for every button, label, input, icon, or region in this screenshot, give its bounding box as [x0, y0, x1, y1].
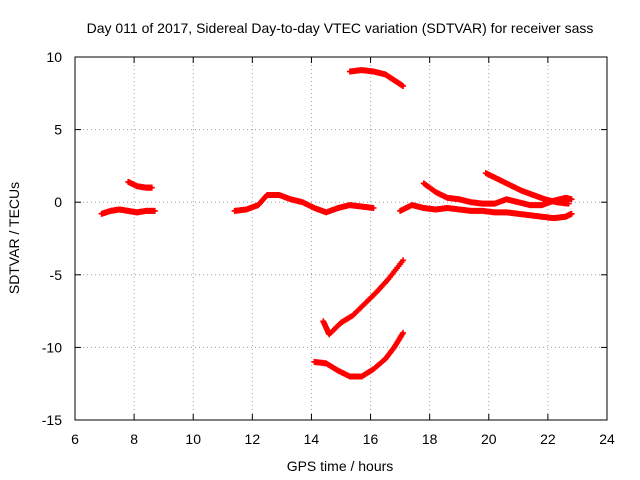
series-arc-14.1-17.1-low	[311, 329, 407, 380]
data-points	[98, 67, 575, 380]
x-tick-label: 10	[185, 431, 201, 447]
grid-lines	[75, 57, 607, 420]
series-arc-19.9-22.8-c	[482, 170, 572, 207]
y-tick-label: 5	[54, 122, 62, 138]
y-axis-label: SDTVAR / TECUs	[6, 182, 22, 294]
x-tick-label: 16	[363, 431, 379, 447]
x-tick-label: 22	[540, 431, 556, 447]
data-point	[370, 205, 377, 212]
data-point	[148, 184, 155, 191]
x-tick-label: 24	[599, 431, 615, 447]
y-tick-label: 10	[46, 49, 62, 65]
x-tick-label: 14	[304, 431, 320, 447]
y-tick-label: -15	[42, 412, 62, 428]
series-arc-17.0-22.8-a	[397, 202, 575, 222]
data-point	[400, 257, 407, 264]
data-point	[400, 83, 407, 90]
data-point	[565, 200, 572, 207]
series-arc-15.3-17.1-top	[346, 67, 407, 90]
chart-title: Day 011 of 2017, Sidereal Day-to-day VTE…	[87, 20, 594, 36]
y-tick-label: 0	[54, 194, 62, 210]
axis-ticks: 6 8 10 12 14 16 18 20 22 24 -15 -10 -5 0 5 10	[42, 49, 615, 447]
x-tick-label: 18	[422, 431, 438, 447]
series-arc-11.4-16.1	[231, 191, 377, 216]
x-axis-label: GPS time / hours	[287, 458, 394, 474]
x-tick-label: 8	[130, 431, 138, 447]
data-point	[400, 329, 407, 336]
x-tick-label: 6	[71, 431, 79, 447]
y-tick-label: -5	[50, 267, 63, 283]
series-arc-7.8-8.6-upper	[125, 178, 155, 191]
y-tick-label: -10	[42, 339, 62, 355]
plot-frame	[74, 56, 608, 421]
data-point	[568, 210, 575, 217]
series-arc-7-9	[98, 206, 158, 217]
x-tick-label: 20	[481, 431, 497, 447]
x-tick-label: 12	[245, 431, 261, 447]
series-arc-14.4-17.1-mid	[320, 257, 407, 338]
data-point	[568, 196, 575, 203]
data-point	[151, 207, 158, 214]
